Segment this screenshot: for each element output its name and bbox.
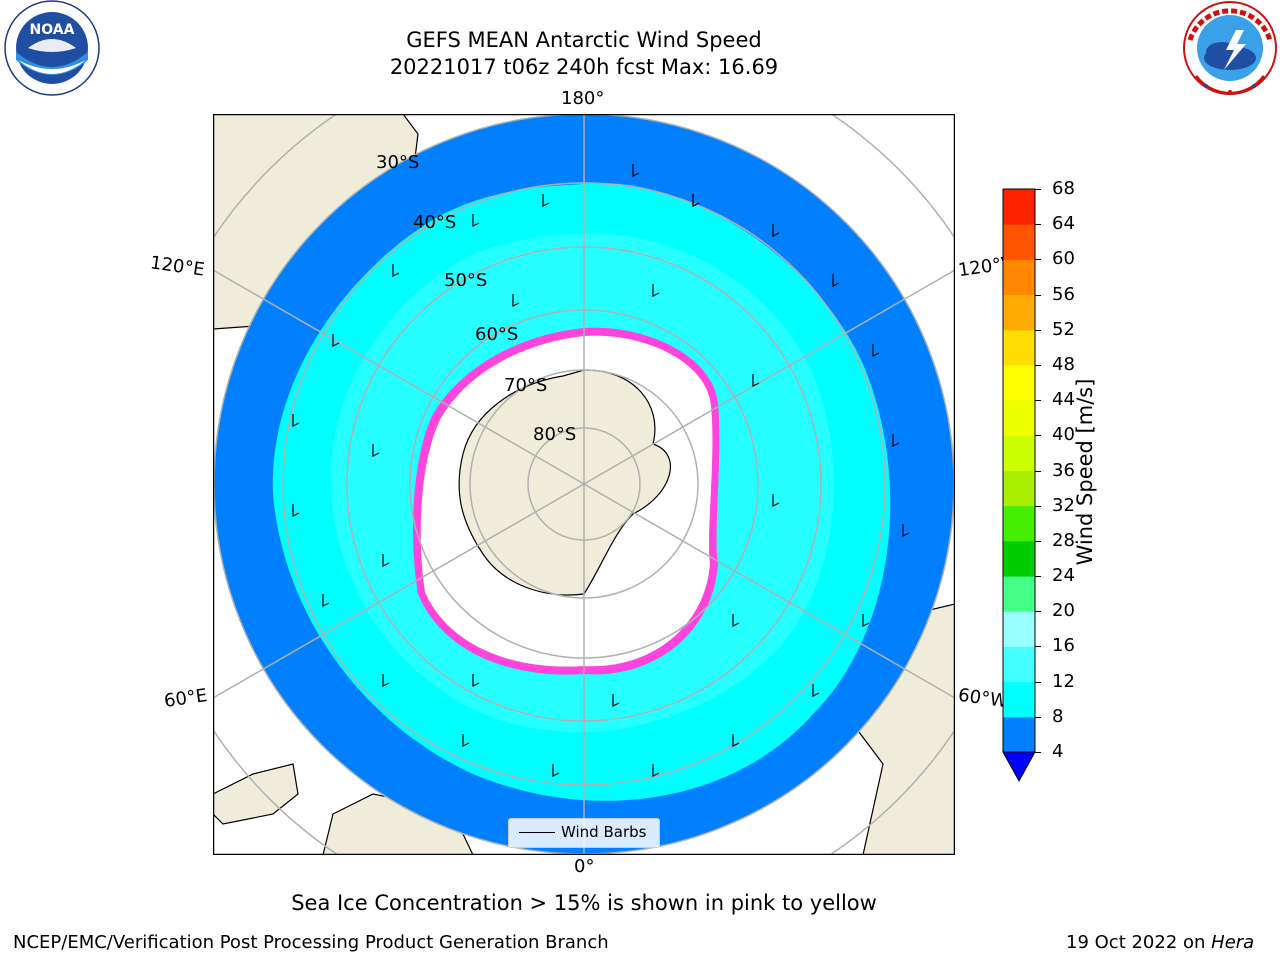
colorbar-tick-label: 12 [1052,670,1075,692]
colorbar-segment [1003,435,1035,471]
colorbar-tick-label: 24 [1052,565,1075,587]
colorbar-segment [1003,189,1035,225]
chart-title-line2: 20221017 t06z 240h fcst Max: 16.69 [389,55,779,79]
colorbar-tick-mark [1035,716,1041,718]
lon-label-120e: 120°E [148,252,206,281]
colorbar [1002,188,1036,783]
colorbar-tick-label: 52 [1052,318,1075,340]
nws-logo [1183,1,1277,95]
footer-machine: Hera [1211,932,1255,953]
wind-barb-legend-line [519,832,555,833]
colorbar-tick-label: 40 [1052,424,1075,446]
colorbar-tick-label: 32 [1052,494,1075,516]
colorbar-segment [1003,716,1035,753]
colorbar-segment [1003,611,1035,647]
colorbar-tick-label: 64 [1052,213,1075,235]
colorbar-segment [1003,224,1035,260]
lon-label-60e: 60°E [162,685,209,712]
colorbar-tick-mark [1035,505,1041,507]
colorbar-segment [1003,540,1035,577]
colorbar-segment [1003,400,1035,436]
colorbar-tick-mark [1035,329,1041,331]
footer-date: 19 Oct 2022 on Hera [1066,932,1254,953]
colorbar-tick-mark [1035,400,1041,402]
footer-credit: NCEP/EMC/Verification Post Processing Pr… [13,932,609,953]
colorbar-tick-mark [1035,189,1041,190]
sea-ice-note: Sea Ice Concentration > 15% is shown in … [0,891,1280,915]
colorbar-tick-mark [1035,259,1041,261]
colorbar-tick-mark [1035,646,1041,648]
lat-label-70s: 70°S [504,375,548,396]
legend-label: Wind Barbs [561,823,647,841]
colorbar-tick-label: 56 [1052,283,1075,305]
colorbar-tick-label: 60 [1052,248,1075,270]
colorbar-segment [1003,329,1035,366]
colorbar-tick-label: 48 [1052,353,1075,375]
sea-ice-note-text: Sea Ice Concentration > 15% is shown in … [291,891,877,915]
wind-barbs [292,164,910,777]
colorbar-segment [1003,576,1035,612]
colorbar-tick-mark [1035,224,1041,226]
colorbar-tick-label: 44 [1052,389,1075,411]
noaa-logo: NOAA [4,0,100,96]
colorbar-segment [1003,259,1035,296]
colorbar-tick-label: 16 [1052,635,1075,657]
colorbar-segment [1003,294,1035,331]
lat-label-50s: 50°S [444,270,488,291]
colorbar-tick-label: 4 [1052,741,1064,762]
colorbar-tick-label: 20 [1052,600,1075,622]
colorbar-tick-mark [1035,540,1041,542]
lat-label-60s: 60°S [475,324,519,345]
colorbar-label: Wind Speed [m/s] [1073,378,1097,566]
colorbar-segment [1003,646,1035,683]
colorbar-tick-mark [1035,576,1041,578]
colorbar-segment [1003,681,1035,718]
colorbar-tick-label: 8 [1052,705,1064,727]
map-legend: Wind Barbs [508,818,660,848]
colorbar-tick-mark [1035,294,1041,296]
lon-label-0: 0° [574,856,595,877]
colorbar-tick-mark [1035,752,1041,753]
colorbar-tick-mark [1035,681,1041,683]
noaa-logo-text: NOAA [30,22,75,38]
colorbar-tick-label: 28 [1052,529,1075,551]
colorbar-tick-label: 68 [1052,178,1075,199]
colorbar-tick-mark [1035,364,1041,366]
colorbar-segment [1003,470,1035,507]
lat-label-80s: 80°S [533,424,577,445]
lat-label-40s: 40°S [413,212,457,233]
colorbar-segment [1003,364,1035,401]
footer-date-prefix: 19 Oct 2022 on [1066,932,1212,953]
colorbar-tick-mark [1035,435,1041,437]
colorbar-tick-mark [1035,611,1041,613]
chart-title-line1: GEFS MEAN Antarctic Wind Speed [406,28,762,52]
lon-label-180: 180° [561,88,605,109]
colorbar-segment [1003,505,1035,542]
colorbar-tick-label: 36 [1052,459,1075,481]
colorbar-tick-mark [1035,470,1041,472]
polar-map [213,114,955,855]
lat-label-30s: 30°S [376,152,420,173]
